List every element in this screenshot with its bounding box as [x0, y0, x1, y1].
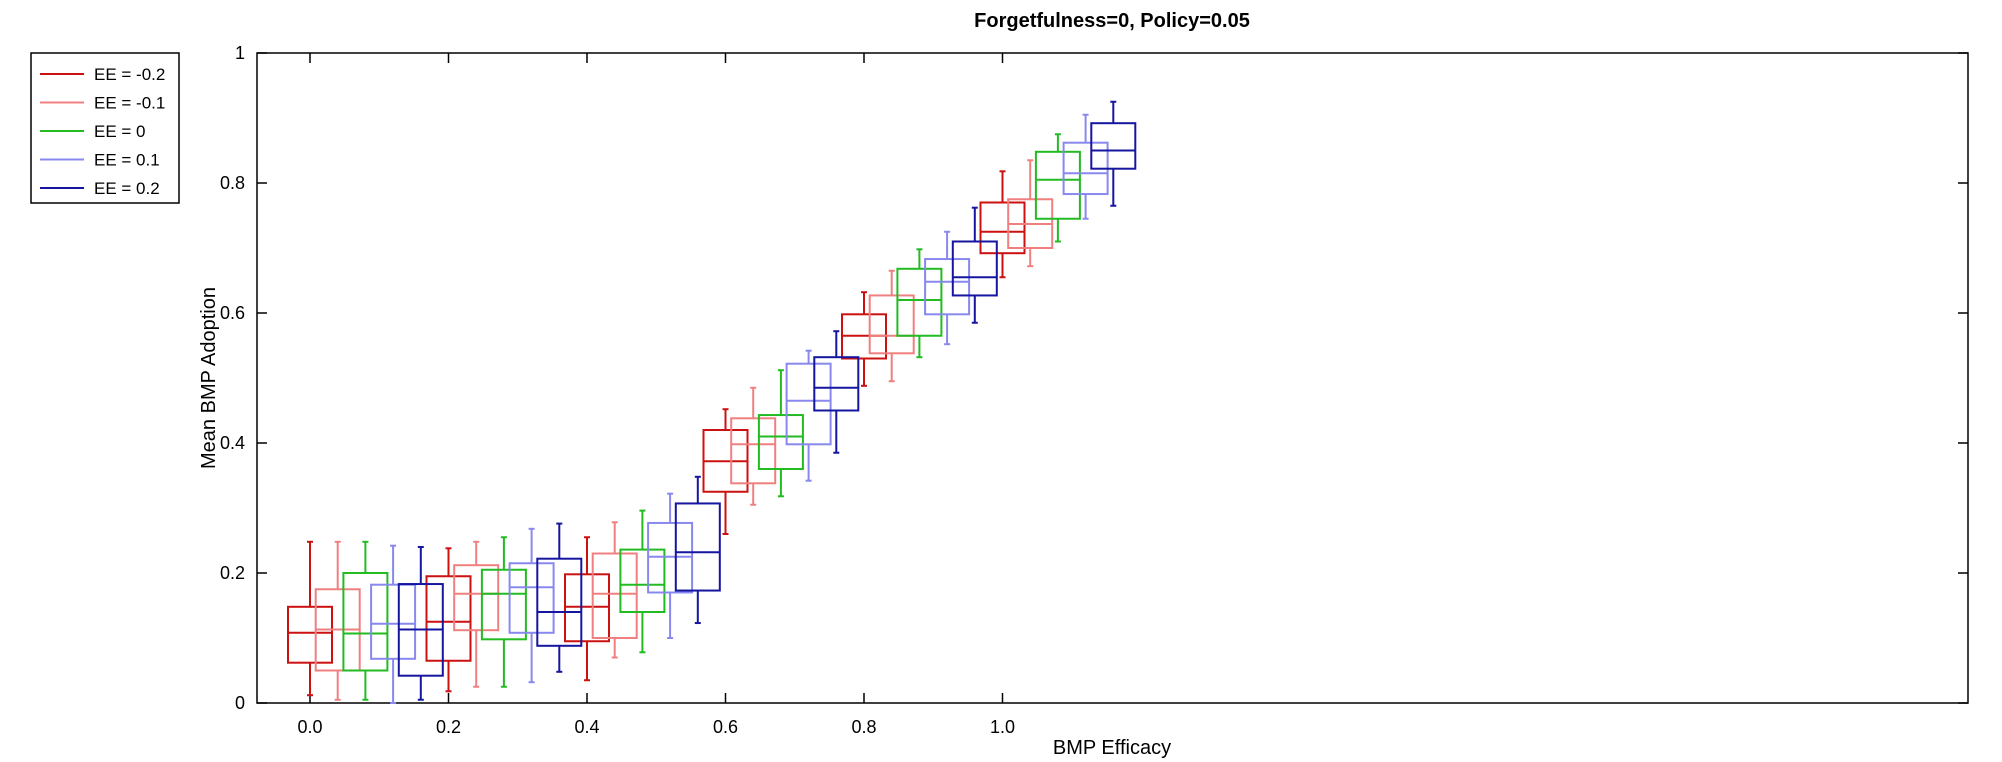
legend-item: EE = 0 [40, 122, 146, 141]
legend-label: EE = -0.2 [94, 65, 165, 84]
series-group [314, 159, 1054, 701]
y-tick-label: 0.2 [220, 563, 245, 583]
box-glyph [1034, 133, 1081, 243]
box-iqr [287, 605, 333, 664]
legend-label: EE = 0.2 [94, 179, 160, 198]
legend-label: EE = 0.1 [94, 151, 160, 170]
box-iqr [508, 562, 555, 634]
legend-frame [30, 52, 180, 204]
box-glyph [813, 330, 860, 454]
series-group [397, 100, 1137, 701]
box-iqr [453, 564, 500, 632]
x-tick-label: 0.6 [713, 717, 738, 737]
legend-item: EE = -0.2 [40, 65, 165, 84]
box-glyph [730, 386, 777, 506]
box-iqr [536, 557, 583, 647]
box-iqr [1034, 150, 1081, 220]
box-glyph [619, 509, 666, 654]
x-tick-label: 0.2 [436, 717, 461, 737]
box-iqr [342, 572, 389, 672]
box-iqr [757, 414, 804, 470]
x-tick-label: 1.0 [990, 717, 1015, 737]
box-iqr [619, 548, 666, 613]
y-tick-label: 0.4 [220, 433, 245, 453]
box-iqr [813, 356, 860, 412]
box-glyph [757, 369, 804, 498]
box-iqr [591, 552, 638, 639]
box-glyph [1090, 100, 1137, 207]
legend-item: EE = -0.1 [40, 94, 165, 113]
y-tick-label: 1 [235, 43, 245, 63]
boxes-layer [287, 100, 1137, 704]
x-tick-label: 0.0 [297, 717, 322, 737]
x-axis-label: BMP Efficacy [1053, 737, 1171, 759]
box-iqr [951, 240, 998, 297]
axes: 0 0.2 0.4 0.6 0.8 1 0.0 0.2 0.4 0.6 0.8 1.0 [220, 43, 1968, 737]
legend-label: EE = 0 [94, 122, 146, 141]
series-group [342, 133, 1081, 701]
box-glyph [370, 544, 417, 704]
box-glyph [785, 349, 832, 482]
box-glyph [480, 536, 527, 688]
box-glyph [674, 475, 721, 625]
box-iqr [674, 502, 721, 592]
box-iqr [480, 568, 527, 641]
box-glyph [896, 248, 943, 359]
box-iqr [370, 583, 417, 660]
chart-title: Forgetfulness=0, Policy=0.05 [974, 10, 1250, 32]
y-tick-label: 0.8 [220, 173, 245, 193]
legend-label: EE = -0.1 [94, 94, 165, 113]
box-glyph [287, 540, 333, 697]
box-glyph [508, 527, 555, 684]
box-glyph [425, 547, 472, 693]
box-iqr [924, 258, 971, 316]
box-glyph [1007, 159, 1054, 268]
box-glyph [951, 206, 998, 324]
box-glyph [397, 546, 444, 701]
box-iqr [868, 294, 915, 355]
box-iqr [896, 267, 943, 337]
box-glyph [591, 521, 638, 659]
x-tick-label: 0.4 [574, 717, 599, 737]
plot-area [256, 52, 1969, 704]
series-group [287, 170, 1026, 697]
box-glyph [342, 540, 389, 701]
y-axis-label: Mean BMP Adoption [198, 287, 220, 469]
x-tick-label: 0.8 [851, 717, 876, 737]
box-glyph [702, 408, 749, 535]
box-iqr [425, 575, 472, 662]
legend-item: EE = 0.1 [40, 151, 160, 170]
box-glyph [314, 540, 361, 701]
box-glyph [979, 170, 1026, 279]
y-tick-label: 0 [235, 693, 245, 713]
box-glyph [924, 230, 971, 346]
box-iqr [979, 201, 1026, 255]
legend-item: EE = 0.2 [40, 179, 160, 198]
box-glyph [536, 522, 583, 673]
legend: EE = -0.2 EE = -0.1 EE = 0 EE = 0.1 EE = 0.2 [30, 52, 180, 204]
box-iqr [1090, 122, 1137, 170]
box-glyph [647, 492, 694, 639]
box-iqr [730, 417, 777, 485]
box-iqr [785, 362, 832, 446]
y-tick-label: 0.6 [220, 303, 245, 323]
box-glyph [564, 536, 610, 682]
